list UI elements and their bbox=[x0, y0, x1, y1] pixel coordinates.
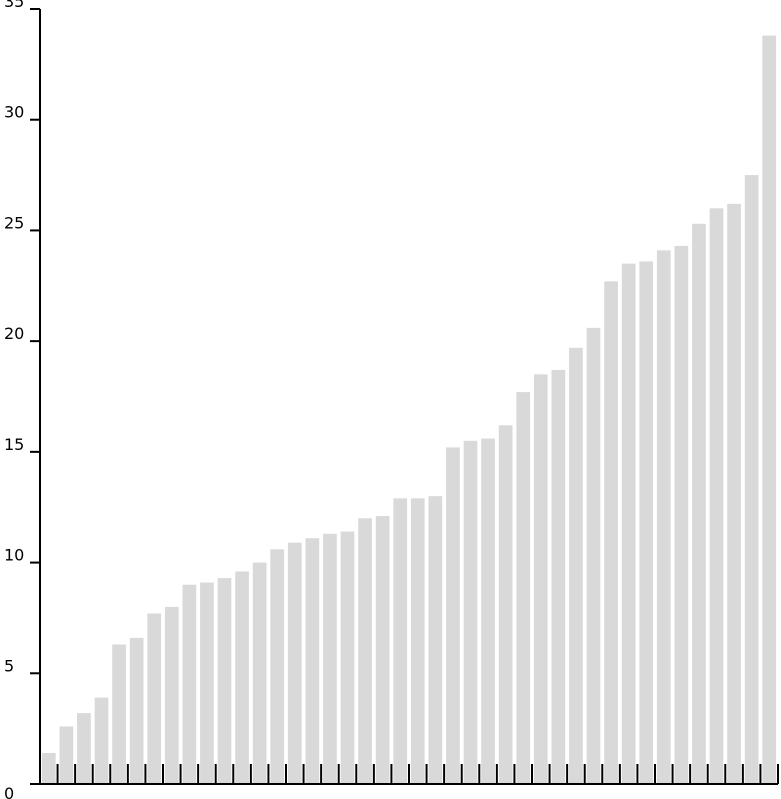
bar bbox=[270, 549, 285, 784]
bar bbox=[235, 571, 249, 784]
y-tick-label: 35 bbox=[4, 0, 24, 11]
bar bbox=[428, 496, 443, 784]
bar bbox=[393, 498, 408, 784]
bars bbox=[41, 35, 777, 785]
x-axis-ticks bbox=[39, 764, 779, 784]
bar bbox=[709, 208, 724, 785]
bar bbox=[446, 447, 460, 784]
bar bbox=[533, 374, 548, 784]
y-axis-ticks: 0 5 10 15 20 25 30 35 bbox=[4, 0, 40, 799]
y-tick-label: 15 bbox=[4, 435, 24, 454]
y-tick-label: 20 bbox=[4, 324, 24, 343]
bar bbox=[463, 440, 478, 784]
bar bbox=[305, 538, 320, 784]
bar bbox=[323, 533, 337, 784]
bar bbox=[762, 35, 777, 785]
bar bbox=[77, 713, 91, 784]
bar bbox=[639, 261, 654, 784]
y-tick-label: 30 bbox=[4, 103, 24, 122]
bar bbox=[692, 223, 706, 785]
bar bbox=[727, 203, 741, 784]
y-tick-label: 25 bbox=[4, 213, 24, 232]
bar bbox=[217, 578, 232, 784]
bar bbox=[569, 347, 583, 784]
bar bbox=[551, 369, 566, 784]
bar bbox=[41, 753, 56, 784]
bar bbox=[410, 498, 425, 784]
bar bbox=[182, 584, 197, 784]
bar bbox=[147, 613, 162, 784]
bar bbox=[375, 516, 390, 784]
y-tick-label: 10 bbox=[4, 546, 24, 565]
bar bbox=[358, 518, 372, 784]
bar bbox=[656, 250, 671, 784]
bar bbox=[200, 582, 214, 784]
bar bbox=[516, 392, 531, 784]
bar bbox=[112, 644, 126, 784]
bar bbox=[129, 637, 144, 784]
bar bbox=[674, 245, 689, 784]
bar bbox=[586, 327, 601, 784]
y-tick-label: 5 bbox=[4, 656, 14, 675]
bar bbox=[340, 531, 355, 784]
bar bbox=[744, 175, 759, 785]
bar bbox=[94, 697, 109, 784]
bar bbox=[604, 281, 618, 784]
bar bbox=[287, 542, 302, 784]
y-tick-label: 0 bbox=[4, 784, 14, 799]
bar bbox=[498, 425, 513, 784]
bar bbox=[59, 726, 74, 784]
bar bbox=[252, 562, 267, 784]
bar bbox=[481, 438, 495, 784]
bar bbox=[164, 606, 179, 784]
bar bbox=[621, 263, 636, 785]
